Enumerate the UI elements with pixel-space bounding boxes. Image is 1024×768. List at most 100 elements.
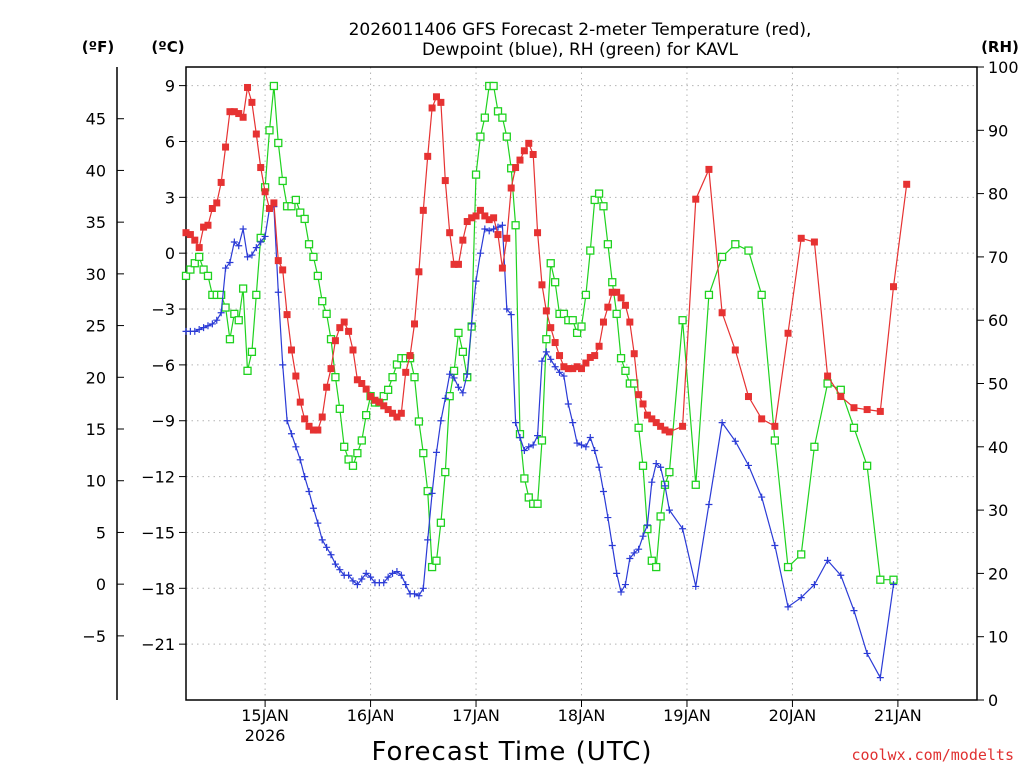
rh-point [656,512,665,521]
rh-point [757,290,766,300]
dewpoint-point [604,514,612,522]
temperature-point [498,264,506,272]
y-tick-label-rh: 30 [988,501,1008,520]
rh-point [318,297,327,306]
rh-unit-label: (RH) [981,38,1019,56]
temperature-point [850,404,858,412]
rh-point [862,461,872,470]
dewpoint-point [437,417,445,425]
dewpoint-point [692,582,700,590]
series-line [185,85,894,581]
rh-point [203,271,213,281]
temperature-point [648,415,656,423]
y-tick-label-rh: 100 [988,58,1019,77]
temperature-point [411,320,419,328]
dewpoint-point [367,573,375,581]
rh-point [225,335,235,344]
temperature-point [771,422,779,430]
rh-point [357,436,366,445]
x-tick-label: 21JAN [874,706,922,725]
dewpoint-point [542,348,550,356]
temperature-point [441,177,449,185]
temperature-point [432,93,440,101]
y-tick-label-c: 9 [165,77,175,96]
rh-point [419,448,428,458]
y-tick-label-rh: 50 [988,375,1008,394]
dewpoint-point [380,579,388,587]
temperature-point [257,164,265,172]
dewpoint-point [235,242,243,250]
dewpoint-point [648,478,656,486]
y-tick-label-f: 30 [86,265,106,284]
dewpoint-point [850,607,858,615]
temperature-point [824,372,832,380]
x-tick-label: 15JAN [241,706,289,725]
dewpoint-point [459,389,467,397]
temperature-point [261,188,269,196]
temperature-point [538,281,546,289]
rh-point [616,354,626,363]
temperature-point [582,359,590,367]
temperature-point [481,212,489,220]
temperature-point [679,422,687,430]
dewpoint-point [573,439,581,447]
dewpoint-point [257,238,265,246]
dewpoint-point [520,447,528,455]
temperature-point [235,110,243,118]
rh-point [362,410,371,420]
temperature-point [503,234,511,242]
dewpoint-point [419,584,427,592]
rh-point [524,493,533,502]
x-tick-label: 18JAN [558,706,606,725]
dewpoint-point [595,463,603,471]
rh-point [849,423,859,432]
temperature-point [863,406,871,414]
temperature-point [665,428,673,436]
dewpoint-point [239,225,247,233]
dewpoint-point [217,309,225,317]
rh-point [388,373,397,382]
temperature-point [318,413,326,421]
rh-point [217,290,226,300]
rh-point [353,448,362,458]
plot-frame [185,66,978,701]
dewpoint-point [551,363,559,371]
temperature-point [599,318,607,326]
temperature-point [731,346,739,354]
dewpoint-point [195,326,203,334]
series-layer [181,81,911,682]
y-tick-label-rh: 20 [988,564,1008,583]
dewpoint-point [314,519,322,527]
dewpoint-point [248,251,256,259]
temperature-point [468,214,476,222]
y-tick-label-c: −3 [151,300,175,319]
rh-point [340,442,349,451]
dewpoint-point [529,441,537,449]
temperature-point [393,413,401,421]
y-tick-label-c: −12 [141,468,175,487]
y-tick-label-rh: 60 [988,311,1008,330]
rh-point [221,303,230,312]
dewpoint-point [424,536,432,544]
temperature-point [274,257,282,265]
temperature-point [195,244,203,252]
rh-point [581,290,591,300]
rh-point [599,202,608,211]
temperature-point [630,350,638,358]
dewpoint-point [226,258,234,266]
dewpoint-point [446,370,454,378]
rh-point [454,328,463,338]
temperature-point [810,238,818,246]
dewpoint-point [261,232,269,240]
credit-link[interactable]: coolwx.com/modelts [851,746,1014,764]
rh-point [392,360,402,369]
temperature-point [213,199,221,207]
dewpoint-point [613,569,621,577]
dewpoint-point [331,560,339,568]
dewpoint-point [512,419,520,427]
temperature-point [450,260,458,268]
dewpoint-point [353,581,361,589]
temperature-point [494,231,502,239]
temperature-point [661,426,669,434]
